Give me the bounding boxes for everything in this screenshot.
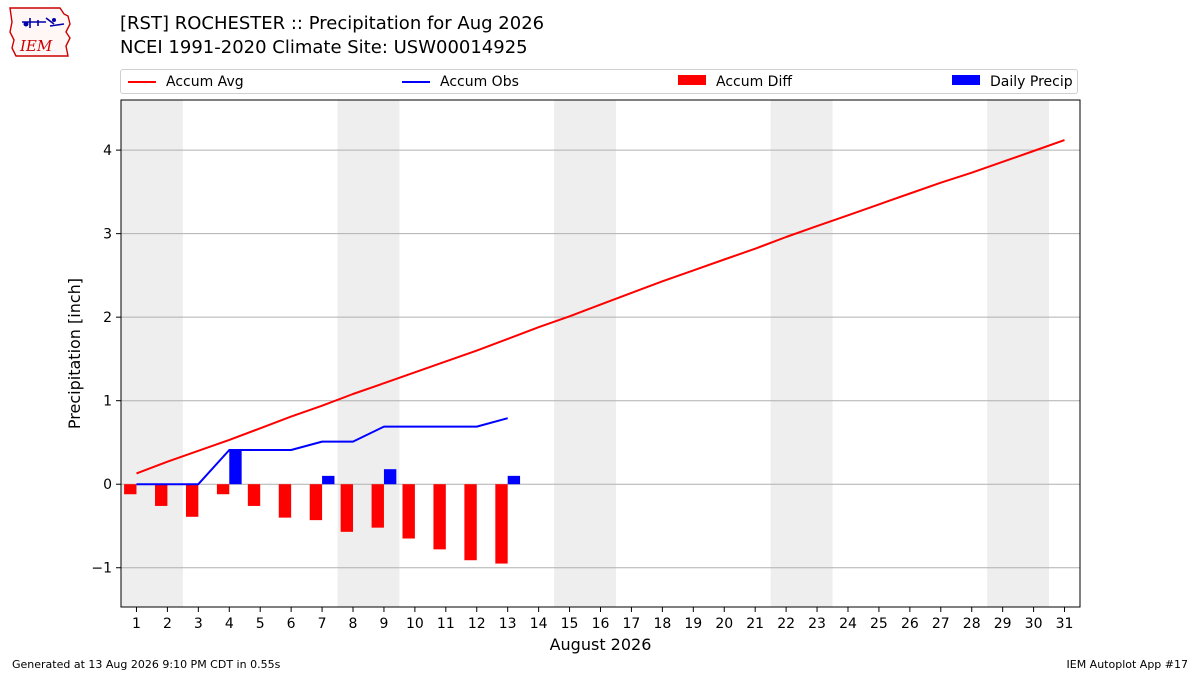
weekend-band bbox=[337, 100, 400, 607]
x-tick-label: 4 bbox=[225, 616, 234, 632]
y-tick-label: −1 bbox=[91, 561, 112, 577]
x-tick-label: 20 bbox=[715, 616, 733, 632]
y-axis-label: Precipitation [inch] bbox=[65, 278, 84, 429]
accum-diff-bar bbox=[433, 484, 446, 550]
daily-precip-bar bbox=[322, 475, 335, 485]
x-tick-label: 1 bbox=[132, 616, 141, 632]
grid-lines bbox=[121, 149, 1080, 569]
y-tick-label: 3 bbox=[103, 227, 112, 243]
accum-diff-bar bbox=[309, 484, 323, 521]
accum-diff-bar bbox=[278, 484, 292, 518]
accum-diff-bar bbox=[155, 484, 168, 506]
accum-diff-bar bbox=[495, 484, 508, 564]
accum-diff-bar bbox=[124, 484, 137, 495]
y-tick-label: 2 bbox=[103, 310, 112, 326]
logo-text: IEM bbox=[19, 37, 53, 55]
x-tick-label: 3 bbox=[194, 616, 203, 632]
y-tick-label: 4 bbox=[103, 143, 112, 159]
x-tick-label: 29 bbox=[994, 616, 1012, 632]
daily-precip-bar bbox=[383, 469, 397, 485]
legend-swatch-daily-precip bbox=[952, 75, 980, 85]
x-tick-label: 7 bbox=[318, 616, 327, 632]
x-tick-label: 28 bbox=[963, 616, 981, 632]
legend-label-accum-obs: Accum Obs bbox=[440, 74, 519, 90]
legend-swatch-accum-avg bbox=[128, 81, 156, 83]
legend: Accum Avg Accum Obs Accum Diff Daily Pre… bbox=[120, 69, 1078, 94]
iem-logo: IEM bbox=[9, 7, 71, 57]
accum-avg-line bbox=[136, 139, 1065, 475]
accum-diff-bar bbox=[247, 484, 261, 506]
x-tick-label: 14 bbox=[530, 616, 548, 632]
legend-label-accum-diff: Accum Diff bbox=[716, 74, 793, 90]
legend-label-accum-avg: Accum Avg bbox=[166, 74, 244, 90]
accum-diff-bar bbox=[402, 484, 415, 539]
x-tick-label: 13 bbox=[499, 616, 517, 632]
x-tick-label: 5 bbox=[256, 616, 265, 632]
x-tick-label: 9 bbox=[379, 616, 388, 632]
plot-frame bbox=[120, 99, 1081, 608]
legend-swatch-accum-diff bbox=[678, 75, 706, 85]
weekend-band bbox=[987, 100, 1050, 607]
daily-precip-bar bbox=[507, 475, 521, 485]
y-tick-label: 0 bbox=[103, 477, 112, 493]
x-tick-label: 10 bbox=[406, 616, 424, 632]
x-tick-label: 25 bbox=[870, 616, 888, 632]
x-tick-label: 6 bbox=[287, 616, 296, 632]
y-tick-label: 1 bbox=[103, 394, 112, 410]
x-tick-label: 26 bbox=[901, 616, 919, 632]
x-tick-label: 19 bbox=[684, 616, 702, 632]
weekend-band bbox=[770, 100, 833, 607]
footer-app-text: IEM Autoplot App #17 bbox=[1066, 658, 1189, 671]
accum-obs-line bbox=[136, 417, 508, 486]
x-tick-label: 31 bbox=[1056, 616, 1074, 632]
x-tick-label: 11 bbox=[437, 616, 455, 632]
x-tick-label: 2 bbox=[163, 616, 172, 632]
x-tick-label: 15 bbox=[561, 616, 579, 632]
accum-diff-bar bbox=[216, 484, 230, 495]
x-axis-label: August 2026 bbox=[550, 635, 652, 654]
x-tick-label: 16 bbox=[592, 616, 610, 632]
x-tick-label: 18 bbox=[653, 616, 671, 632]
bar-series bbox=[124, 449, 521, 564]
x-tick-label: 22 bbox=[777, 616, 795, 632]
chart-title: [RST] ROCHESTER :: Precipitation for Aug… bbox=[120, 13, 545, 34]
x-tick-label: 12 bbox=[468, 616, 486, 632]
footer-generated-text: Generated at 13 Aug 2026 9:10 PM CDT in … bbox=[12, 658, 281, 671]
daily-precip-bar bbox=[229, 449, 242, 485]
weekend-band bbox=[121, 100, 183, 607]
legend-swatch-accum-obs bbox=[402, 81, 430, 83]
accum-diff-bar bbox=[340, 484, 354, 532]
accum-diff-bar bbox=[371, 484, 384, 528]
x-tick-label: 23 bbox=[808, 616, 826, 632]
x-tick-label: 27 bbox=[932, 616, 950, 632]
chart-subtitle: NCEI 1991-2020 Climate Site: USW00014925 bbox=[120, 37, 528, 58]
weekend-shading bbox=[121, 100, 1050, 607]
x-tick-label: 30 bbox=[1025, 616, 1043, 632]
accum-diff-bar bbox=[464, 484, 477, 561]
weekend-band bbox=[554, 100, 616, 607]
x-tick-label: 8 bbox=[349, 616, 358, 632]
line-series bbox=[136, 139, 1065, 486]
legend-label-daily-precip: Daily Precip bbox=[990, 74, 1073, 90]
x-tick-label: 17 bbox=[623, 616, 641, 632]
x-tick-label: 21 bbox=[746, 616, 764, 632]
accum-diff-bar bbox=[185, 484, 199, 517]
x-tick-label: 24 bbox=[839, 616, 857, 632]
